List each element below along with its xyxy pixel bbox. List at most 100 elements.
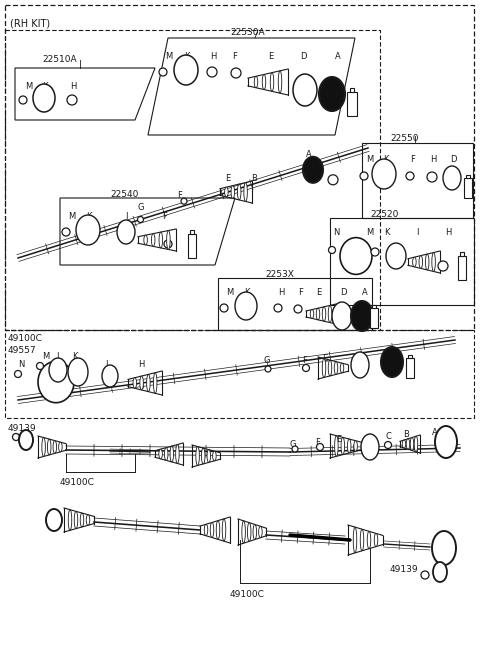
Text: 49139: 49139	[390, 565, 419, 574]
Text: M: M	[226, 288, 233, 297]
Text: 22550: 22550	[390, 134, 419, 143]
Ellipse shape	[432, 531, 456, 565]
Ellipse shape	[402, 440, 406, 448]
Text: I: I	[125, 212, 128, 221]
Ellipse shape	[36, 363, 44, 369]
Text: D: D	[356, 352, 362, 361]
Ellipse shape	[170, 446, 174, 462]
Ellipse shape	[102, 365, 118, 387]
Ellipse shape	[254, 76, 258, 88]
Text: K: K	[244, 288, 250, 297]
Text: (RH KIT): (RH KIT)	[10, 18, 50, 28]
Bar	[188, 234, 196, 258]
Text: F: F	[302, 356, 307, 365]
Ellipse shape	[202, 448, 205, 464]
Ellipse shape	[137, 216, 144, 222]
Ellipse shape	[341, 438, 345, 455]
Text: F: F	[232, 52, 237, 61]
Ellipse shape	[42, 438, 45, 457]
Ellipse shape	[48, 439, 51, 455]
Text: H: H	[70, 82, 76, 91]
Ellipse shape	[133, 378, 136, 388]
Ellipse shape	[244, 182, 247, 201]
Ellipse shape	[210, 522, 214, 537]
Ellipse shape	[33, 84, 55, 112]
Ellipse shape	[176, 445, 179, 463]
Ellipse shape	[410, 438, 414, 451]
Bar	[191, 230, 193, 234]
Ellipse shape	[265, 366, 271, 372]
Text: A: A	[362, 288, 368, 297]
Bar	[460, 253, 464, 256]
Ellipse shape	[253, 524, 256, 539]
Text: M: M	[68, 212, 75, 221]
Ellipse shape	[216, 521, 220, 539]
Text: G: G	[137, 203, 144, 211]
Ellipse shape	[372, 159, 396, 189]
Text: M: M	[42, 352, 49, 361]
Bar	[370, 308, 378, 328]
Ellipse shape	[432, 253, 435, 272]
Ellipse shape	[303, 157, 323, 183]
Ellipse shape	[19, 430, 33, 450]
Text: L: L	[56, 352, 60, 361]
Text: B: B	[403, 430, 409, 439]
Text: A: A	[335, 52, 341, 61]
Text: H: H	[278, 288, 284, 297]
Ellipse shape	[334, 361, 338, 375]
Ellipse shape	[386, 243, 406, 269]
Ellipse shape	[316, 308, 320, 320]
Ellipse shape	[406, 172, 414, 180]
Ellipse shape	[360, 529, 364, 551]
Ellipse shape	[68, 358, 88, 386]
Ellipse shape	[174, 55, 198, 85]
Ellipse shape	[374, 533, 378, 546]
Ellipse shape	[220, 304, 228, 312]
Ellipse shape	[361, 434, 379, 460]
Text: H: H	[430, 155, 436, 164]
Text: 2253X: 2253X	[265, 270, 294, 279]
Text: K: K	[384, 228, 389, 237]
Ellipse shape	[340, 363, 344, 373]
Ellipse shape	[335, 436, 338, 457]
Bar	[408, 355, 411, 358]
Text: D: D	[366, 434, 372, 443]
Text: N: N	[333, 228, 339, 237]
Ellipse shape	[196, 447, 199, 466]
Text: I: I	[416, 228, 419, 237]
Ellipse shape	[238, 184, 241, 200]
Ellipse shape	[181, 198, 187, 204]
Ellipse shape	[165, 447, 168, 461]
Ellipse shape	[414, 436, 418, 452]
Text: 49100C: 49100C	[60, 478, 95, 487]
Text: H: H	[210, 52, 216, 61]
Ellipse shape	[159, 68, 167, 76]
Text: A: A	[306, 150, 312, 159]
Ellipse shape	[242, 521, 245, 543]
Ellipse shape	[248, 523, 251, 541]
Ellipse shape	[86, 515, 90, 525]
Ellipse shape	[421, 571, 429, 579]
Ellipse shape	[328, 174, 338, 185]
Ellipse shape	[67, 95, 77, 105]
Text: N: N	[18, 360, 24, 369]
Ellipse shape	[12, 434, 20, 440]
Ellipse shape	[144, 235, 147, 245]
Text: 49100C: 49100C	[8, 334, 43, 343]
Text: M: M	[165, 52, 172, 61]
Text: F: F	[410, 155, 415, 164]
Ellipse shape	[222, 519, 226, 541]
Text: G: G	[264, 356, 271, 365]
Bar	[467, 175, 469, 178]
Text: F: F	[298, 288, 303, 297]
Bar	[464, 178, 472, 198]
Ellipse shape	[351, 352, 369, 378]
Ellipse shape	[49, 358, 67, 382]
Bar	[350, 89, 354, 92]
Ellipse shape	[53, 441, 57, 453]
Ellipse shape	[159, 232, 163, 248]
Text: D: D	[300, 52, 307, 61]
Text: M: M	[25, 82, 32, 91]
Ellipse shape	[328, 360, 332, 376]
Ellipse shape	[76, 215, 100, 245]
